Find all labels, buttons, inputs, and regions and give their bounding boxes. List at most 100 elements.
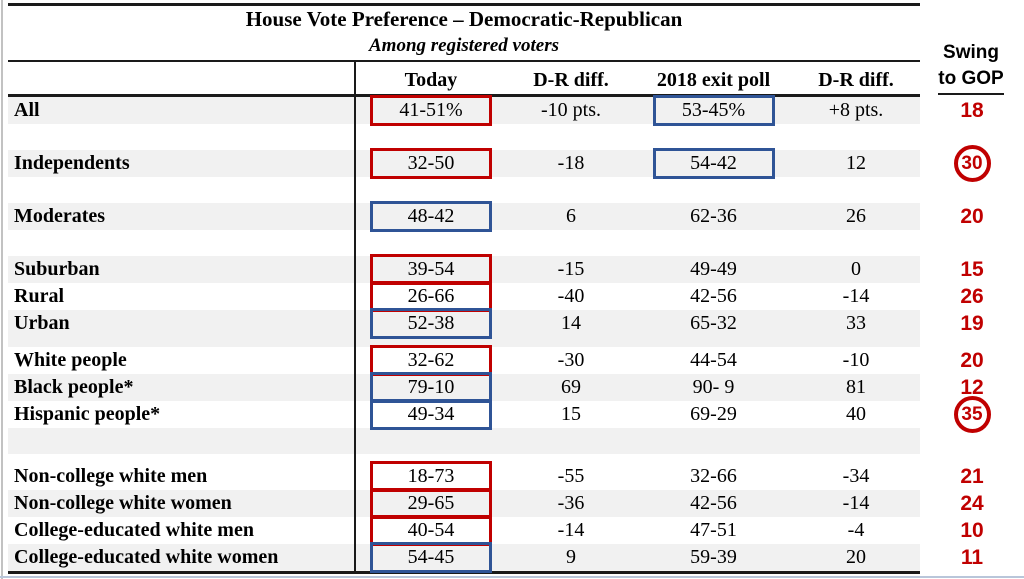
row-label: Independents <box>14 152 130 174</box>
column-header-2018-exit-poll: 2018 exit poll <box>656 69 771 91</box>
exit-poll-2018-cell: 62-36 <box>690 205 737 227</box>
row-label: White people <box>14 349 127 371</box>
exit-poll-2018-cell: 53-45% <box>635 95 792 126</box>
table-row-main: Independents 32-50 -18 54-42 12 <box>8 148 920 179</box>
exit-poll-box-blue: 53-45% <box>652 95 775 126</box>
top-rule <box>8 3 920 6</box>
dr-diff-today-value: -36 <box>557 492 585 514</box>
column-header-blank <box>8 63 355 94</box>
dr-diff-2018-value: 12 <box>846 152 866 174</box>
dr-diff-2018-value: -4 <box>847 519 865 541</box>
column-header-row: Today D-R diff. 2018 exit poll D-R diff. <box>8 63 920 97</box>
table-row-main: Urban 52-38 14 65-32 33 <box>8 308 920 339</box>
dr-diff-today-value: -40 <box>557 285 585 307</box>
swing-circle: 30 <box>953 145 991 182</box>
dr-diff-2018-value: -14 <box>842 285 870 307</box>
spacer-row <box>8 337 920 347</box>
dr-diff-today-value: 14 <box>561 312 581 334</box>
today-cell: 32-62 <box>355 345 507 376</box>
swing-cell: 20 <box>960 348 984 372</box>
today-cell: 52-38 <box>355 308 507 339</box>
page-subtitle: Among registered voters <box>369 35 559 56</box>
table-row-main: Non-college white women 29-65 -36 42-56 -14 <box>8 488 920 519</box>
today-cell: 48-42 <box>355 201 507 232</box>
exit-poll-2018-cell: 47-51 <box>690 519 737 541</box>
table-row-main: College-educated white men 40-54 -14 47-51 -… <box>8 515 920 546</box>
exit-poll-2018-cell: 49-49 <box>690 258 737 280</box>
table-row: Urban 52-38 14 65-32 33 19 <box>8 308 1024 339</box>
table-row: College-educated white women 54-45 9 59-39 2… <box>8 542 1024 573</box>
table-row: Non-college white women 29-65 -36 42-56 -14 2… <box>8 488 1024 519</box>
exit-poll-2018-cell: 42-56 <box>690 285 737 307</box>
table-row-main: Rural 26-66 -40 42-56 -14 <box>8 281 920 312</box>
dr-diff-2018-value: 20 <box>846 546 866 568</box>
exit-poll-2018-cell: 65-32 <box>690 312 737 334</box>
dr-diff-today-value: 15 <box>561 403 581 425</box>
swing-cell: 10 <box>960 518 984 542</box>
dr-diff-2018-value: 33 <box>846 312 866 334</box>
dr-diff-today-value: -10 pts. <box>541 99 601 121</box>
subtitle-rule <box>8 60 920 62</box>
swing-circle: 35 <box>953 396 991 433</box>
dr-diff-today-value: -55 <box>557 465 585 487</box>
page-title: House Vote Preference – Democratic-Repub… <box>245 7 683 31</box>
row-label: College-educated white men <box>14 519 254 541</box>
exit-poll-box-blue: 54-42 <box>652 148 775 179</box>
today-box-blue: 52-38 <box>370 308 492 339</box>
row-label: Urban <box>14 312 70 334</box>
window-left-edge <box>1 0 3 579</box>
table-row: Suburban 39-54 -15 49-49 0 15 <box>8 254 1024 285</box>
dr-diff-today-value: 6 <box>566 205 576 227</box>
swing-cell: 18 <box>960 98 984 122</box>
today-cell: 54-45 <box>355 542 507 573</box>
window-bottom-edge <box>0 576 1024 578</box>
table-row: College-educated white men 40-54 -14 47-51 -… <box>8 515 1024 546</box>
swing-cell: 21 <box>960 464 984 488</box>
today-box-red: 41-51% <box>370 95 492 126</box>
table-row: White people 32-62 -30 44-54 -10 20 <box>8 345 1024 376</box>
row-label: Non-college white women <box>14 492 232 514</box>
table-body: All 41-51% -10 pts. 53-45% +8 pts. 18 Independ… <box>8 95 1024 573</box>
dr-diff-2018-value: 40 <box>846 403 866 425</box>
dr-diff-2018-value: -10 <box>842 349 870 371</box>
today-box-blue: 54-45 <box>370 542 492 573</box>
row-label: College-educated white women <box>14 546 279 568</box>
row-label: Suburban <box>14 258 100 280</box>
today-cell: 49-34 <box>355 399 507 430</box>
dr-diff-today-value: -14 <box>557 519 585 541</box>
column-header-dr-diff-today: D-R diff. <box>533 69 609 91</box>
exit-poll-2018-cell: 44-54 <box>690 349 737 371</box>
swing-cell: 11 <box>960 545 984 569</box>
swing-cell: 12 <box>960 375 984 399</box>
today-cell: 40-54 <box>355 515 507 546</box>
title-block: House Vote Preference – Democratic-Repub… <box>8 6 920 58</box>
spacer-row <box>8 124 920 150</box>
today-cell: 18-73 <box>355 461 507 492</box>
row-label: All <box>14 99 40 121</box>
spacer-row <box>8 428 920 454</box>
exit-poll-2018-cell: 69-29 <box>690 403 737 425</box>
table-row: Rural 26-66 -40 42-56 -14 26 <box>8 281 1024 312</box>
swing-cell: 19 <box>960 311 984 335</box>
table-row-main: Moderates 48-42 6 62-36 26 <box>8 201 920 232</box>
dr-diff-2018-value: +8 pts. <box>828 99 884 121</box>
swing-cell: 30 <box>920 145 1024 182</box>
today-cell: 39-54 <box>355 254 507 285</box>
column-header-today: Today <box>404 69 458 91</box>
vertical-divider-rule <box>354 62 356 573</box>
table-row-main: Black people* 79-10 69 90- 9 81 <box>8 372 920 403</box>
today-box-blue: 48-42 <box>370 201 492 232</box>
swing-header-line1: Swing <box>943 42 999 63</box>
table-row: All 41-51% -10 pts. 53-45% +8 pts. 18 <box>8 95 1024 126</box>
table-row: Moderates 48-42 6 62-36 26 20 <box>8 201 1024 232</box>
dr-diff-2018-value: -14 <box>842 492 870 514</box>
dr-diff-today-value: -18 <box>557 152 585 174</box>
table-row: Non-college white men 18-73 -55 32-66 -34 21 <box>8 461 1024 492</box>
spacer-row <box>8 230 920 256</box>
dr-diff-today-value: 9 <box>566 546 576 568</box>
row-label: Moderates <box>14 205 106 227</box>
table-row-main: Hispanic people* 49-34 15 69-29 40 <box>8 399 920 430</box>
today-cell: 26-66 <box>355 281 507 312</box>
table-row-main: White people 32-62 -30 44-54 -10 <box>8 345 920 376</box>
